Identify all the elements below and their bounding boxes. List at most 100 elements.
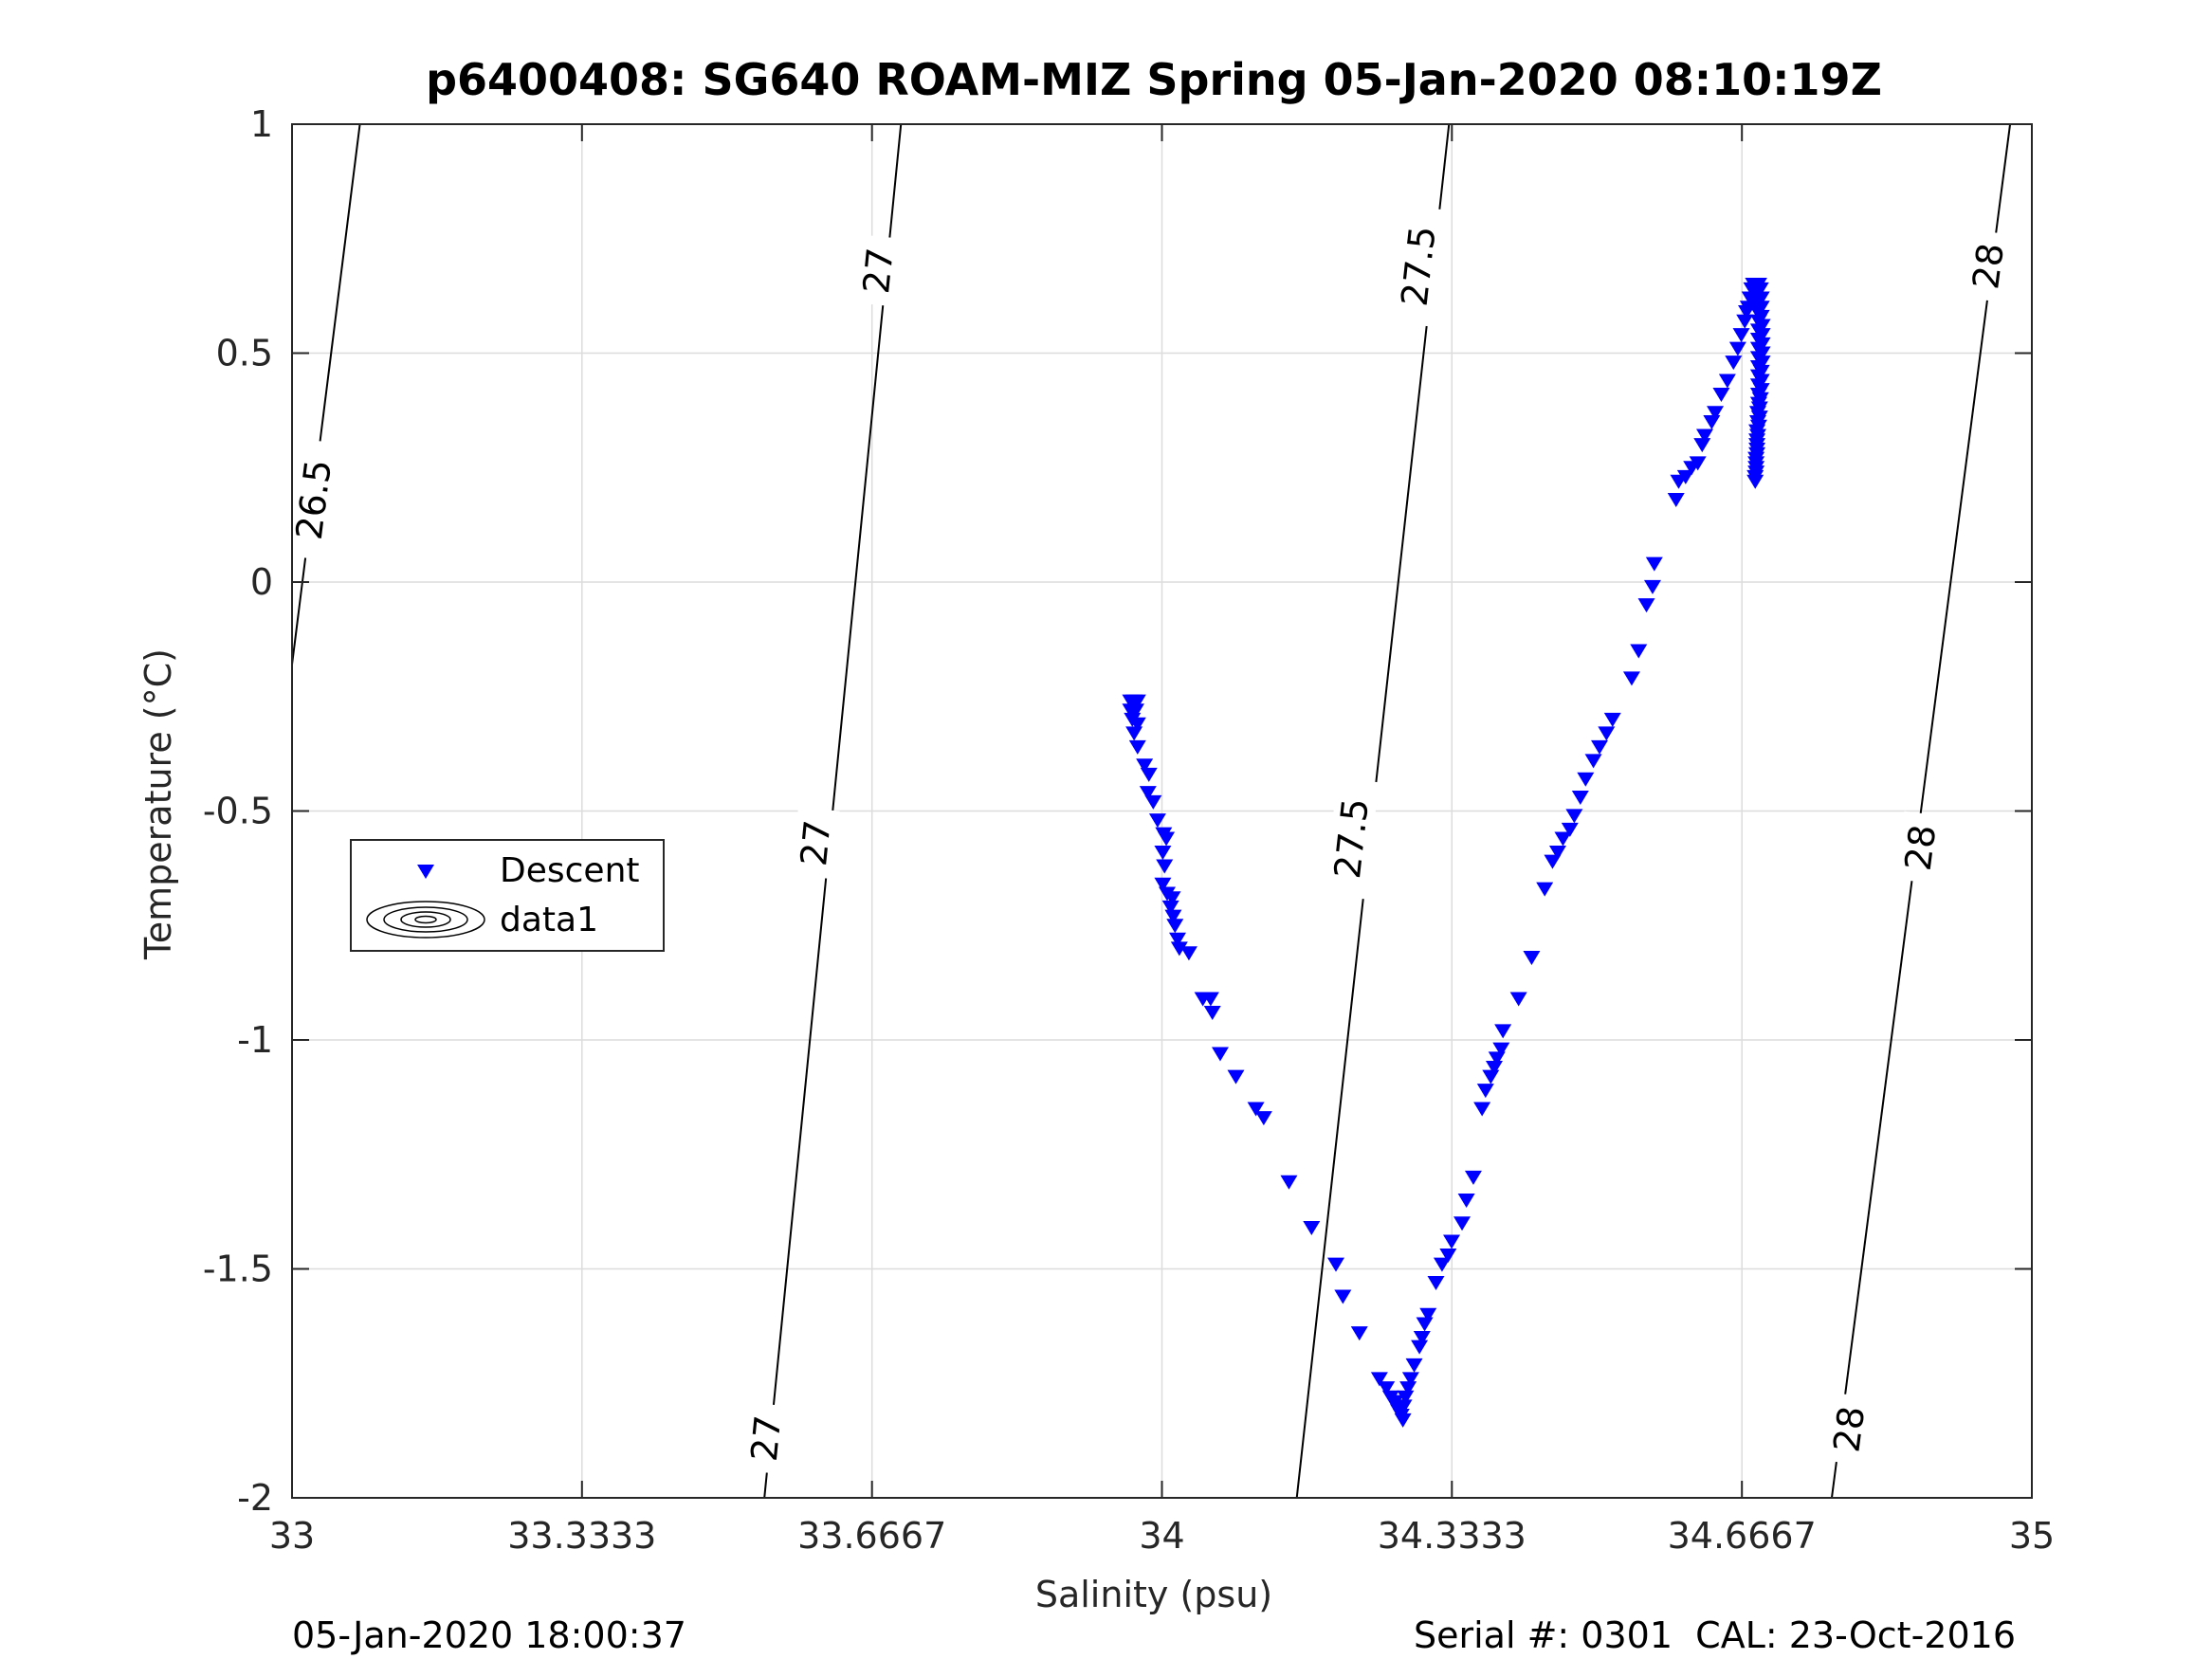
descent-point (1689, 456, 1707, 471)
descent-point (1749, 359, 1767, 374)
descent-point (1725, 356, 1743, 371)
isopycnal-label: 27.5 (1326, 796, 1377, 881)
descent-point (1303, 1221, 1321, 1236)
descent-point (1749, 369, 1767, 384)
descent-point (1718, 374, 1736, 389)
descent-point (1676, 469, 1694, 484)
descent-point (1693, 438, 1711, 453)
isopycnal-label: 27 (855, 246, 902, 295)
x-tick-label: 34.6667 (1668, 1515, 1817, 1557)
y-tick-label: 0 (250, 561, 273, 603)
descent-point (1399, 1381, 1417, 1396)
descent-point (1464, 1170, 1482, 1185)
descent-point (1203, 1006, 1221, 1021)
legend-data1-label: data1 (500, 901, 598, 939)
y-tick-label: 0.5 (216, 333, 273, 374)
descent-point (1334, 1289, 1352, 1304)
descent-point (1419, 1307, 1437, 1322)
descent-point (1125, 726, 1143, 741)
isopycnal-label-gap (285, 438, 342, 561)
descent-point (1170, 941, 1188, 957)
descent-points (1122, 278, 1771, 1428)
descent-point (1749, 314, 1767, 329)
descent-point (1140, 767, 1158, 782)
descent-point (1749, 351, 1767, 366)
descent-point (1748, 442, 1766, 457)
descent-point (1158, 831, 1176, 847)
descent-point (1128, 717, 1146, 732)
descent-point (1161, 900, 1179, 915)
descent-point (1577, 772, 1595, 787)
legend: Descent data1 (350, 839, 665, 952)
descent-point (1645, 556, 1663, 572)
descent-point (1584, 754, 1602, 769)
descent-point (1397, 1390, 1415, 1405)
descent-point (1712, 387, 1730, 402)
descent-point (1405, 1358, 1423, 1373)
descent-point (1211, 1047, 1229, 1062)
descent-point (1395, 1399, 1413, 1414)
descent-point (1427, 1275, 1445, 1290)
y-tick-label: -1 (237, 1019, 273, 1061)
legend-box (350, 839, 665, 952)
legend-contour-icon (366, 901, 485, 939)
x-tick-label: 33 (269, 1515, 315, 1557)
descent-point (1748, 433, 1766, 448)
descent-point (1571, 791, 1589, 806)
descent-point (1163, 891, 1181, 906)
descent-point (1443, 1234, 1461, 1249)
descent-point (1156, 859, 1174, 874)
descent-point (1554, 831, 1572, 847)
descent-point (1473, 1102, 1491, 1117)
descent-point (1411, 1340, 1429, 1355)
descent-point (1728, 341, 1746, 356)
descent-point (1749, 387, 1767, 402)
isopycnal-contours: 26.5 27 27 27 27.5 27.5 28 28 28 (285, 123, 2014, 1499)
y-tick-label: 1 (250, 103, 273, 145)
isopycnal-label-gap (1324, 777, 1380, 900)
descent-point (1401, 1372, 1419, 1387)
grid-lines (292, 124, 2032, 1498)
x-tick-label: 35 (2009, 1515, 2055, 1557)
descent-point (1707, 406, 1725, 421)
descent-point (1749, 378, 1767, 393)
descent-point (1565, 809, 1583, 824)
descent-point (1667, 493, 1685, 508)
descent-point (1370, 1372, 1388, 1387)
footer-timestamp: 05-Jan-2020 18:00:37 (292, 1614, 686, 1656)
descent-point (1476, 1084, 1494, 1099)
descent-point (1169, 932, 1187, 947)
descent-point (1544, 854, 1562, 869)
descent-point (1598, 726, 1616, 741)
legend-descent-label: Descent (500, 851, 640, 890)
descent-point (1247, 1102, 1265, 1117)
descent-point (1748, 296, 1766, 311)
isopycnal-label: 27 (743, 1413, 790, 1463)
descent-point (1749, 341, 1767, 356)
descent-point (1457, 1194, 1475, 1209)
descent-point (1748, 406, 1766, 421)
descent-point (1327, 1257, 1344, 1272)
descent-point (1591, 739, 1609, 755)
legend-descent-marker (417, 865, 434, 879)
descent-point (1732, 328, 1750, 343)
descent-point (1453, 1216, 1472, 1231)
descent-point (1548, 845, 1566, 860)
descent-point (1126, 703, 1144, 719)
descent-point (1603, 712, 1621, 727)
x-tick-label: 34 (1139, 1515, 1184, 1557)
descent-point (1201, 992, 1219, 1007)
descent-point (1523, 951, 1541, 966)
descent-point (1509, 992, 1527, 1007)
descent-point (1494, 1024, 1512, 1039)
descent-point (1439, 1249, 1457, 1264)
descent-point (1154, 877, 1172, 892)
isopycnal-label-gap (1391, 205, 1446, 327)
descent-point (1154, 845, 1172, 860)
x-tick-label: 34.3333 (1378, 1515, 1526, 1557)
descent-point (1739, 301, 1757, 316)
descent-point (1536, 882, 1554, 897)
isopycnal-label: 26.5 (288, 457, 339, 541)
descent-point (1485, 1060, 1503, 1075)
